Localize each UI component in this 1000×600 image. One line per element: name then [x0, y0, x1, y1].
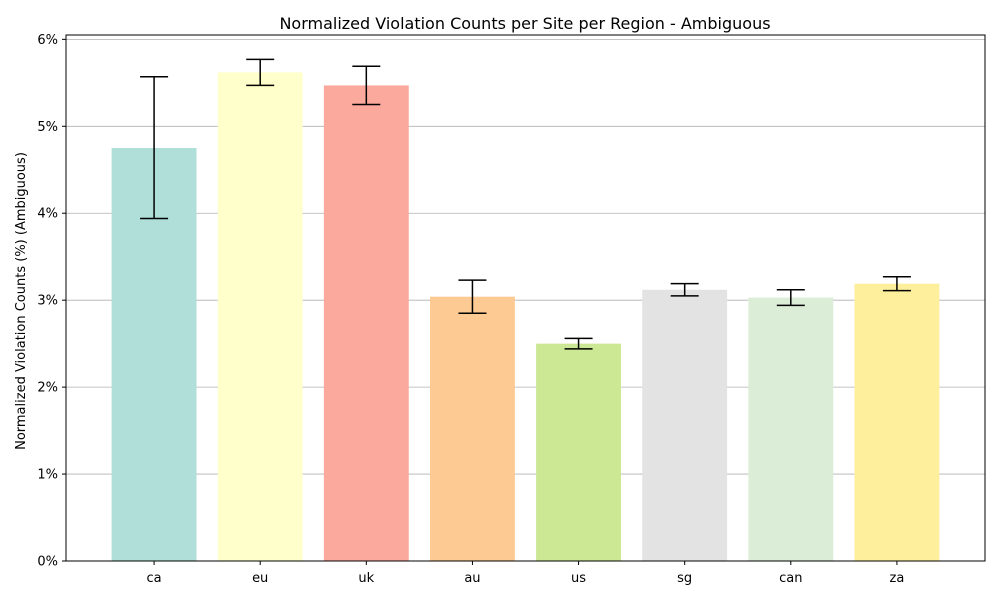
- bar-uk: [323, 85, 409, 561]
- x-tick-label-us: us: [571, 571, 586, 586]
- y-tick-label: 2%: [37, 381, 58, 396]
- grid-lines: [66, 38, 985, 562]
- y-tick-label: 3%: [37, 294, 58, 309]
- bar-us: [536, 343, 622, 561]
- x-axis: ca eu uk au us sg can za: [147, 561, 905, 586]
- bars-group: [111, 72, 940, 562]
- x-tick-label-eu: eu: [252, 571, 268, 586]
- bar-za: [854, 283, 940, 561]
- y-tick-label: 4%: [37, 207, 58, 222]
- y-axis: 0% 1% 2% 3% 4% 5% 6%: [37, 33, 66, 570]
- bar-sg: [642, 289, 728, 561]
- y-tick-label: 0%: [37, 555, 58, 570]
- y-tick-label: 5%: [37, 120, 58, 135]
- bar-eu: [217, 72, 303, 561]
- x-tick-label-za: za: [890, 571, 905, 586]
- plot-frame: [65, 34, 986, 562]
- error-bars-group: [140, 58, 911, 350]
- chart-title: Normalized Violation Counts per Site per…: [279, 14, 770, 33]
- x-tick-label-can: can: [779, 571, 802, 586]
- bar-can: [748, 297, 834, 561]
- y-axis-label: Normalized Violation Counts (%) (Ambiguo…: [14, 152, 29, 450]
- x-tick-label-uk: uk: [358, 571, 374, 586]
- x-tick-label-au: au: [464, 571, 480, 586]
- y-tick-label: 1%: [37, 468, 58, 483]
- x-tick-label-sg: sg: [677, 571, 692, 586]
- x-tick-label-ca: ca: [147, 571, 162, 586]
- bar-au: [429, 296, 515, 561]
- y-tick-label: 6%: [37, 33, 58, 48]
